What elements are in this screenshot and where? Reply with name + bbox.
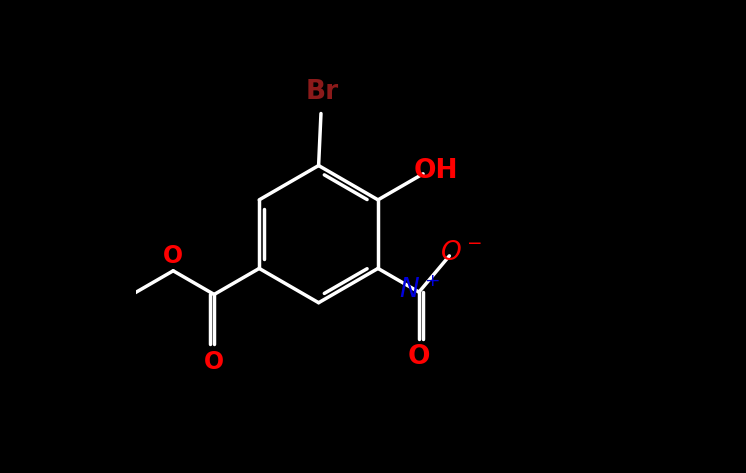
Text: O: O	[163, 244, 184, 268]
Text: $O^-$: $O^-$	[440, 240, 482, 266]
Text: O: O	[204, 350, 225, 374]
Text: Br: Br	[305, 79, 339, 105]
Text: OH: OH	[414, 158, 459, 184]
Text: $N^+$: $N^+$	[399, 278, 440, 304]
Text: O: O	[408, 344, 430, 370]
